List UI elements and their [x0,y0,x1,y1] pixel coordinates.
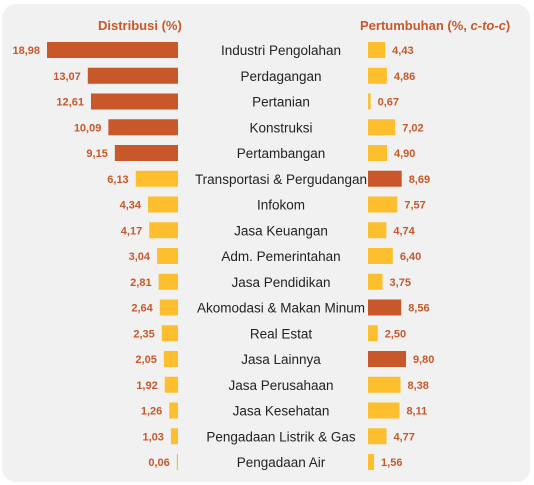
growth-bar [368,42,386,58]
distribution-bar [157,248,178,264]
distribution-label: 13,07 [53,71,81,83]
distribution-bar [170,428,178,445]
growth-label: 4,74 [393,225,415,237]
distribution-bar [164,376,178,393]
growth-label: 3,75 [390,277,411,289]
growth-label: 0,67 [378,97,399,109]
distribution-label: 4,34 [120,200,142,212]
distribution-label: 4,17 [121,225,142,237]
category-label: Jasa Kesehatan [233,404,330,419]
category-label: Pertambangan [237,146,326,161]
growth-bar [368,196,398,213]
distribution-bar [87,67,178,84]
growth-label: 8,56 [408,303,429,315]
category-label: Jasa Keuangan [234,223,328,238]
category-label: Transportasi & Pergudangan [195,172,367,187]
category-label: Pengadaan Air [237,455,326,470]
growth-label: 9,80 [413,354,434,366]
growth-label: 4,86 [394,71,415,83]
category-label: Jasa Lainnya [241,352,321,367]
category-label: Real Estat [250,326,313,341]
distribution-bar [158,273,178,290]
distribution-label: 6,13 [107,174,128,186]
growth-bar [368,119,396,136]
growth-label: 8,38 [407,380,428,392]
distribution-label: 9,15 [86,148,107,160]
growth-label: 4,77 [393,431,414,443]
distribution-label: 1,26 [141,406,162,418]
distribution-bar [108,119,178,136]
growth-bar [368,67,387,84]
growth-bar [368,170,402,187]
distribution-label: 2,64 [131,303,153,315]
distribution-label: 1,03 [142,431,163,443]
distribution-bar [159,299,178,316]
distribution-bar [163,351,178,367]
growth-label: 7,57 [404,200,425,212]
growth-bar [368,428,387,445]
category-label: Jasa Perusahaan [228,378,333,393]
distribution-bar [148,196,178,213]
distribution-bar [47,42,178,58]
growth-bar [368,299,402,316]
category-label: Konstruksi [249,120,312,135]
distribution-label: 10,09 [74,122,102,134]
category-label: Industri Pengolahan [221,43,341,58]
distribution-bar [169,402,178,419]
growth-label: 8,69 [409,174,430,186]
growth-label: 4,90 [394,148,415,160]
category-label: Infokom [257,198,305,213]
distribution-label: 2,05 [135,354,156,366]
growth-bar [368,325,378,342]
distribution-bar [114,145,178,161]
distribution-bar [161,325,178,342]
growth-bar [368,273,383,290]
category-label: Adm. Pemerintahan [221,249,340,264]
category-label: Pertanian [252,95,310,110]
growth-label: 8,11 [406,406,427,418]
distribution-label: 12,61 [56,97,84,109]
distribution-bar [90,93,178,110]
distribution-label: 3,04 [129,251,151,263]
distribution-label: 2,81 [130,277,151,289]
distribution-label: 2,35 [133,328,154,340]
distribution-label: 18,98 [12,45,40,57]
growth-title: Pertumbuhan (%, c-to-c) [360,18,511,33]
growth-label: 6,40 [400,251,421,263]
growth-bar [368,454,375,470]
growth-bar [368,222,387,239]
growth-bar [368,402,400,419]
growth-bar [368,376,401,393]
growth-bar [368,351,406,367]
growth-bar [368,145,387,161]
growth-label: 1,56 [381,457,402,469]
distribution-bar [149,222,178,239]
distribution-bar [135,170,178,187]
category-label: Jasa Pendidikan [231,275,330,290]
distribution-label: 1,92 [136,380,157,392]
growth-label: 7,02 [402,122,423,134]
distribution-bar [176,454,178,470]
growth-bar [368,93,371,110]
category-label: Perdagangan [240,69,321,84]
category-label: Pengadaan Listrik & Gas [206,429,356,444]
growth-label: 2,50 [385,328,406,340]
growth-bar [368,248,393,264]
growth-label: 4,43 [392,45,413,57]
category-label: Akomodasi & Makan Minum [197,301,365,316]
distribution-label: 0,06 [148,457,169,469]
distribution-title: Distribusi (%) [98,18,182,33]
